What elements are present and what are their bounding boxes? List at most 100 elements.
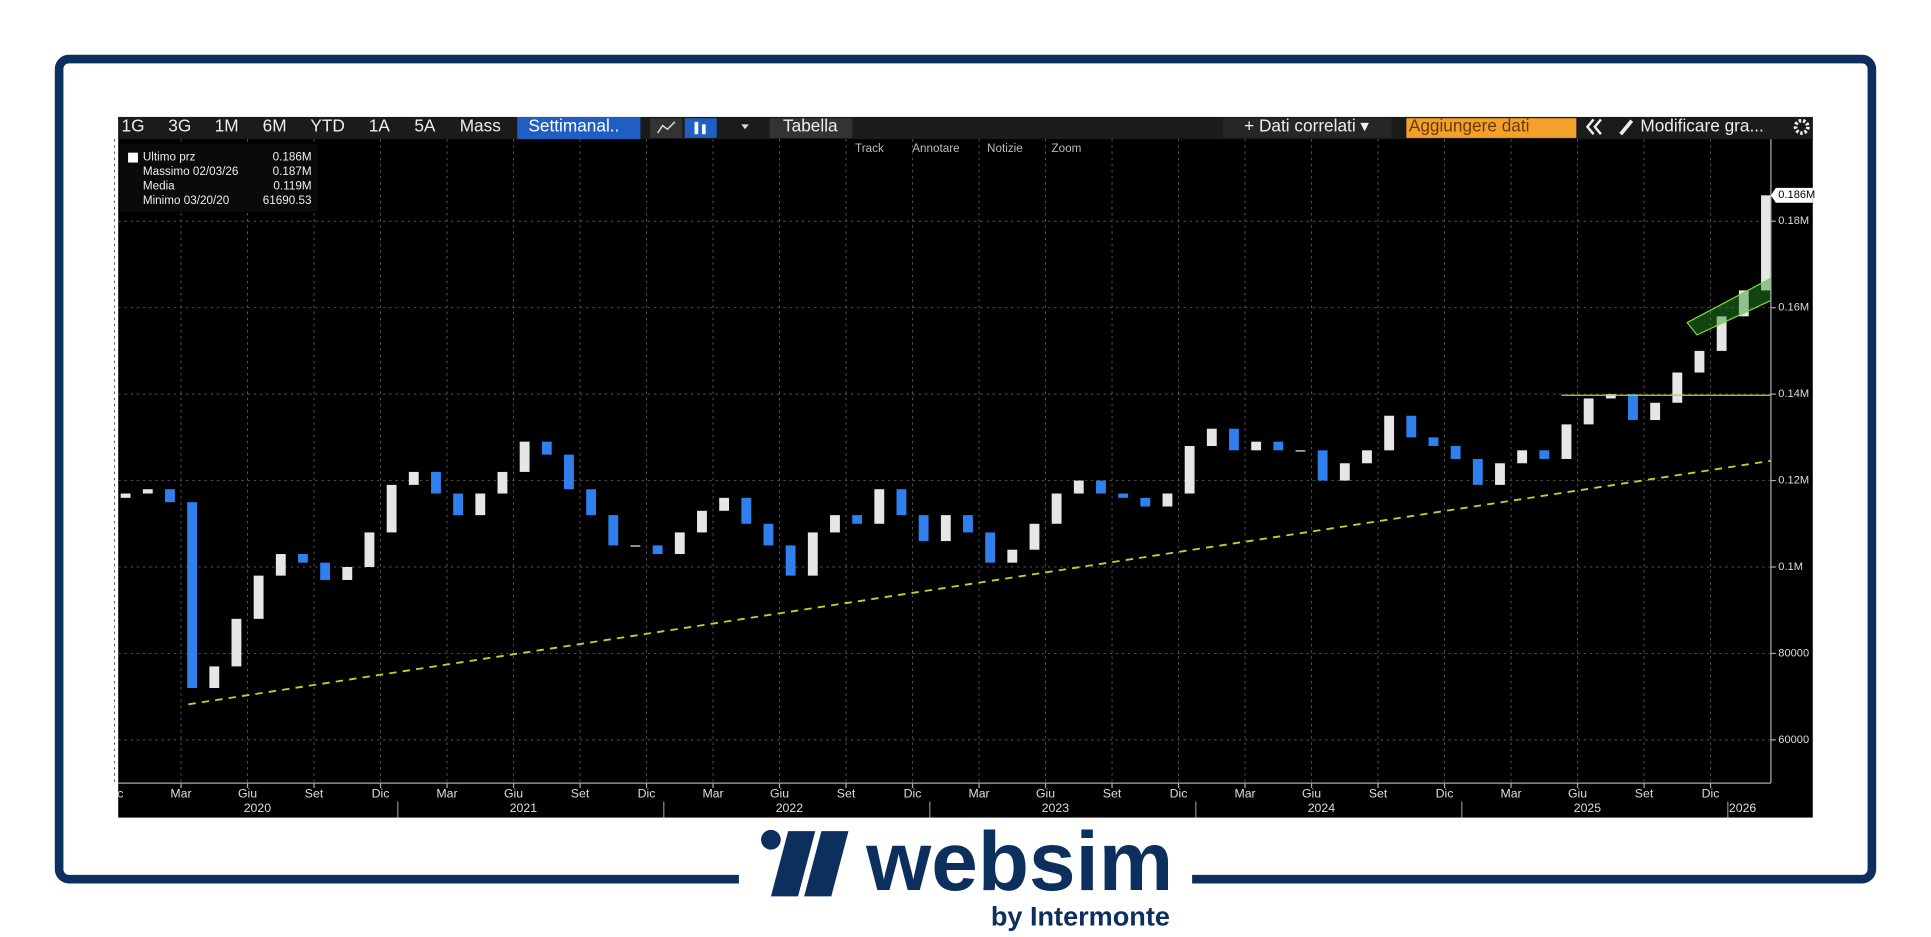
candle-body [763,523,774,546]
candle-body [652,545,663,555]
candle-body [1295,450,1306,452]
logo-dot [761,829,781,850]
x-tick-label: Set [1369,786,1388,800]
candle-body [785,545,796,576]
related-button[interactable]: + Dati correlati ▾ [1244,115,1369,135]
table-button[interactable]: Tabella [783,115,838,135]
chart-tool[interactable]: Notizie [987,142,1023,155]
candle-icon-bg[interactable] [684,118,717,138]
collapse-icon [1593,118,1602,135]
edit-button[interactable]: Modificare gra... [1640,115,1763,135]
candle-body [1051,493,1062,524]
candle-body [1450,445,1461,459]
add-data-bg [1406,118,1577,138]
candle-body [874,489,885,524]
candle-body [386,484,397,533]
candle-body [253,575,264,619]
candle-body [830,515,840,533]
settings-icon[interactable] [1793,118,1810,135]
candle-body [320,562,331,580]
x-tick-label: Giu [504,786,523,800]
candle-body [209,666,220,689]
candle-body [1384,415,1395,451]
logo: websim by Intermonte [761,814,1173,932]
candle-body [1140,497,1151,507]
x-tick-label: Mar [968,786,989,800]
legend-name: Ultimo prz [143,151,196,164]
x-tick-label: Giu [1302,786,1321,800]
candle-body [1184,445,1195,494]
legend-box [119,144,318,212]
candle-body [1162,493,1173,507]
candle-body [1517,450,1528,464]
candle-body [1096,480,1106,494]
range-button[interactable]: 1A [369,115,391,135]
legend-value: 61690.53 [263,194,312,207]
x-tick-label: Set [837,786,856,800]
frequency-button[interactable]: Settimanal.. [528,115,619,135]
year-label: 2023 [1042,801,1070,815]
candle-body [541,441,552,455]
candle-body [807,532,818,576]
candle-body [1339,463,1350,481]
last-price-label: 0.186M [1778,189,1815,201]
pencil-icon [1619,119,1634,136]
chart-tool[interactable]: Track [855,142,884,155]
year-label: 2025 [1574,801,1602,815]
candle-body [852,515,863,524]
y-tick-label: 0.1M [1778,561,1803,573]
legend-name: Media [143,180,175,193]
range-button[interactable]: YTD [310,115,344,135]
candle-body [940,515,951,542]
x-tick-label: Dic [638,786,656,800]
logo-tagline: by Intermonte [991,901,1170,932]
legend-value: 0.186M [273,151,312,164]
chart-tool[interactable]: Annotare [912,142,959,155]
add-data-input[interactable]: Aggiungere dati [1409,115,1530,135]
range-button[interactable]: 1G [122,115,145,135]
candle-body [1406,415,1417,438]
candle-body [1605,394,1616,399]
range-button[interactable]: 1M [215,115,239,135]
range-button[interactable]: 5A [414,115,436,135]
toolbar-items: 1G 3G 1M 6M YTD 1A 5A Mass Settimanal.. Tabella + … [122,115,1810,155]
channel [1686,277,1771,336]
candle-body [896,489,907,516]
candle-icon [694,121,699,135]
chart-tool[interactable]: Zoom [1052,142,1082,155]
x-tick-label: Giu [770,786,789,800]
candle-body [142,489,153,494]
x-tick-label: Dic [372,786,390,800]
logo-slash [770,831,816,897]
candle-body [1007,549,1018,563]
candle-body [453,493,464,516]
range-button[interactable]: 3G [168,115,191,135]
year-label: 2021 [510,801,538,815]
candle-body [985,532,996,563]
x-tick-label: Mar [436,786,457,800]
candle-body [963,515,973,533]
candle-body [630,545,641,547]
dropdown-icon[interactable] [741,124,749,130]
legend-name: Massimo 02/03/26 [143,165,239,178]
x-tick-label: Set [1635,786,1654,800]
candle-body [1251,441,1262,451]
candle-body [586,489,597,516]
line-icon [657,121,676,134]
candle-body [1472,458,1483,485]
x-tick-label: Mar [1500,786,1521,800]
candle-body [719,497,730,511]
range-button[interactable]: 6M [263,115,287,135]
candle-body [364,532,375,567]
candle-body [431,471,441,494]
candle-body [1561,424,1572,459]
candle-body [608,515,619,546]
candle-body [165,489,175,503]
year-label: 2024 [1308,801,1336,815]
range-button[interactable]: Mass [460,115,501,135]
related-bg [1222,118,1392,138]
collapse-icon[interactable] [1585,118,1595,135]
trend-line [188,459,1771,706]
x-tick-label: Dic [904,786,922,800]
